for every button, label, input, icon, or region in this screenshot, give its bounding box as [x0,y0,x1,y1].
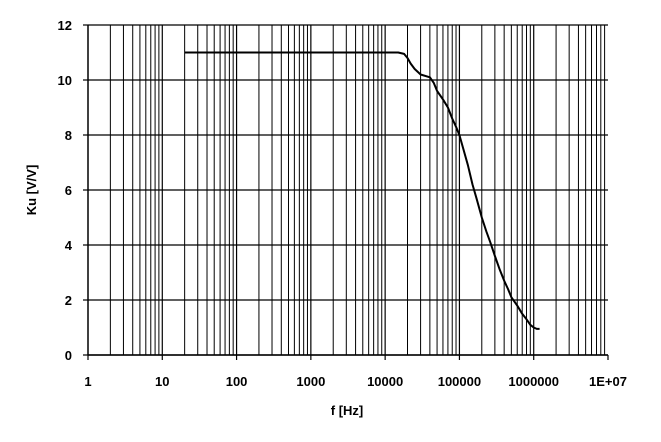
y-axis-title: Ku [V/V] [24,165,39,216]
series-layer [184,51,540,330]
x-axis-title: f [Hz] [331,403,364,418]
y-tick-label: 8 [65,128,72,143]
y-tick-label: 0 [65,348,72,363]
x-tick-label: 100000 [438,374,481,389]
x-tick-label: 10000 [367,374,403,389]
y-tick-label: 6 [65,183,72,198]
x-tick-label: 1E+07 [589,374,627,389]
grid [87,24,608,356]
x-tick-label: 1 [84,374,91,389]
y-axis: 0 2 4 6 8 10 12 [58,18,88,363]
x-tick-label: 100 [226,374,248,389]
x-tick-label: 1000000 [508,374,559,389]
x-tick-label: 10 [155,374,169,389]
x-axis: 1 10 100 1000 10000 100000 1000000 1E+07 [84,355,627,389]
y-tick-label: 4 [65,238,73,253]
x-tick-label: 1000 [296,374,325,389]
series-line-0 [184,51,540,330]
y-tick-label: 10 [58,73,72,88]
y-tick-label: 12 [58,18,72,33]
y-tick-label: 2 [65,293,72,308]
